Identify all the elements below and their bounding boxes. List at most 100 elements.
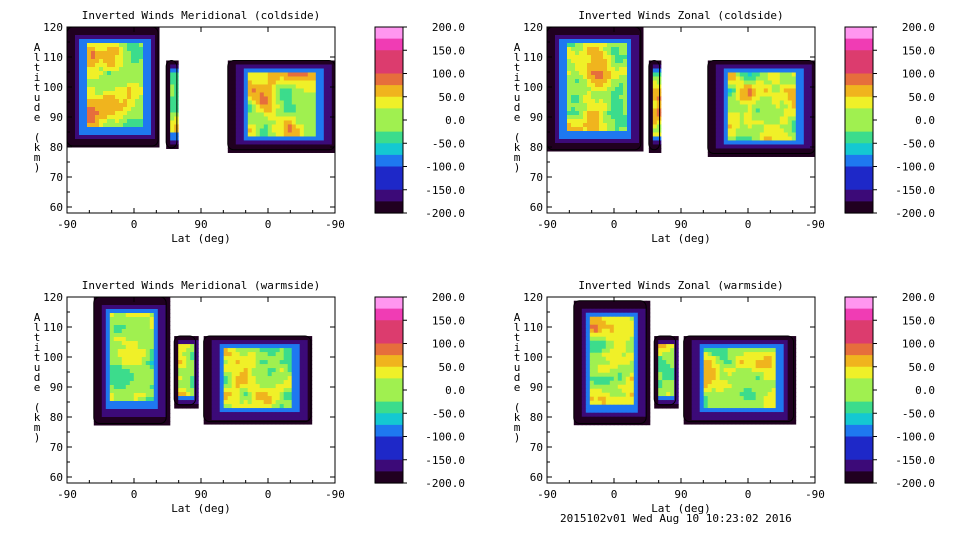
contour-cell [244,68,249,73]
contour-cell [619,71,624,76]
contour-cell [752,108,757,113]
contour-cell [123,51,128,56]
contour-cell [587,123,592,128]
contour-cell [240,412,245,417]
contour-cell [579,95,584,100]
contour-cell [107,91,112,96]
contour-cell [106,297,111,302]
contour-cell [720,148,725,153]
contour-cell [178,384,183,389]
contour-cell [586,325,591,330]
contour-cell [631,79,636,84]
contour-cell [208,400,213,405]
contour-cell [138,381,143,386]
contour-cell [208,384,213,389]
contour-cell [232,344,237,349]
contour-cell [264,136,269,141]
contour-cell [606,385,611,390]
colorbar: 200.0150.0100.050.00.0-50.0-100.0-150.0-… [845,21,935,220]
contour-cell [736,68,741,73]
contour-cell [162,365,167,370]
contour-cell [150,397,155,402]
contour-cell [579,143,584,148]
contour-cell [280,60,285,64]
contour-cell [304,80,309,85]
contour-cell [575,79,580,84]
contour-cell [300,84,305,89]
contour-cell [232,412,237,417]
contour-cell [95,111,100,116]
contour-cell [158,413,163,418]
contour-cell [610,341,615,346]
contour-cell [574,337,579,342]
contour-cell [134,337,139,342]
contour-cell [332,76,337,81]
contour-cell [595,131,600,136]
contour-cell [71,139,76,144]
contour-cell [114,333,119,338]
contour-cell [244,400,249,405]
contour-cell [587,59,592,64]
contour-cell [135,47,140,52]
contour-cell [102,341,107,346]
contour-cell [71,119,76,124]
contour-cell [220,416,225,421]
contour-cell [591,135,596,140]
contour-cell [268,88,273,93]
contour-cell [103,107,108,112]
contour-cell [563,123,568,128]
contour-cell [111,83,116,88]
contour-cell [158,353,163,358]
contour-cell [622,321,627,326]
contour-cell [272,100,277,105]
contour-cell [712,104,717,109]
contour-cell [631,71,636,76]
contour-cell [284,80,289,85]
contour-cell [590,313,595,318]
contour-cell [812,152,817,157]
contour-cell [598,389,603,394]
contour-cell [623,119,628,124]
contour-cell [631,39,636,44]
contour-cell [296,420,301,425]
contour-cell [708,144,713,149]
contour-cell [649,112,654,117]
contour-cell [118,373,123,378]
contour-cell [154,329,159,334]
contour-cell [615,71,620,76]
contour-cell [107,71,112,76]
contour-cell [252,148,256,153]
colorbar-tick-label: 200.0 [432,21,465,34]
contour-cell [182,344,187,349]
contour-cell [587,71,592,76]
contour-cell [634,409,639,414]
contour-cell [94,365,99,370]
contour-cell [98,409,103,414]
contour-cell [764,60,769,64]
contour-cell [724,120,729,125]
contour-cell [134,321,139,326]
contour-cell [220,392,225,397]
contour-cell [595,87,600,92]
contour-cell [146,417,151,422]
contour-cell [551,127,556,132]
contour-cell [320,80,325,85]
contour-cell [627,135,632,140]
contour-cell [606,353,611,358]
contour-cell [812,64,817,69]
contour-cell [138,313,143,318]
contour-cell [119,103,124,108]
contour-cell [587,147,592,152]
contour-cell [649,64,654,69]
contour-cell [280,140,285,145]
contour-cell [146,369,151,374]
contour-cell [122,373,127,378]
contour-cell [252,128,256,133]
contour-cell [606,325,611,330]
contour-cell [296,404,301,409]
contour-cell [71,35,76,40]
contour-cell [631,111,636,116]
contour-cell [236,380,241,385]
contour-cell [599,143,604,148]
contour-cell [602,345,607,350]
